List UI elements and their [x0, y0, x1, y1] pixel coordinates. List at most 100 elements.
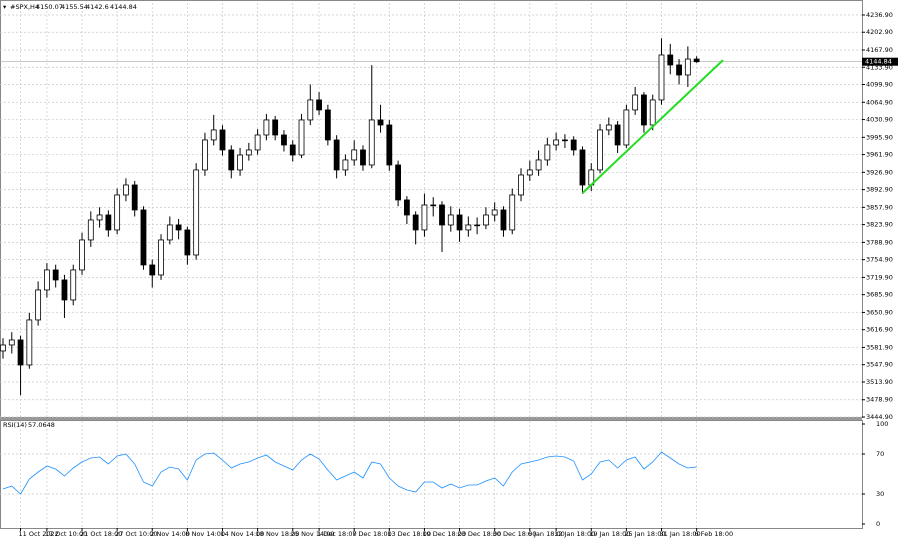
x-tick-label: 1 Dec 18:00	[317, 530, 357, 538]
x-tick-label: 14 Nov 14:00	[221, 530, 265, 538]
y-tick-label: 3547.90	[866, 361, 893, 369]
candle-body	[61, 279, 68, 301]
x-tick-label: 17 Oct 10:00	[45, 530, 87, 538]
x-tick-label: 6 Jan 18:00	[528, 530, 565, 538]
x-tick-label: 8 Nov 14:00	[185, 530, 225, 538]
x-tick-label: 11 Oct 2022	[19, 530, 59, 538]
candle-body	[140, 209, 147, 266]
y-tick-label: 3857.90	[866, 203, 893, 211]
candle-body	[553, 139, 560, 146]
y-tick-label: 3961.90	[866, 151, 893, 159]
candle-body	[403, 199, 410, 216]
y-tick-label: 100	[876, 420, 888, 428]
candle-body	[421, 204, 428, 231]
header-close: 4144.84	[110, 3, 137, 11]
rsi-panel-frame	[0, 420, 863, 529]
y-tick-label: 70	[876, 450, 884, 458]
price-label-box	[862, 57, 898, 66]
candle-body	[395, 164, 402, 201]
x-tick-label: 25 Jan 18:00	[624, 530, 665, 538]
candle-body	[193, 169, 200, 256]
candle-body	[605, 124, 612, 131]
candle-body	[579, 149, 586, 186]
candle-body	[8, 339, 15, 346]
y-tick-label: 30	[876, 490, 884, 498]
candle-body	[342, 159, 349, 171]
candle-body	[316, 99, 322, 111]
y-tick-label: 4064.90	[866, 98, 893, 106]
symbol: #SPX,H4	[10, 3, 39, 11]
candle-body	[123, 184, 129, 196]
candle-body	[658, 54, 665, 101]
y-tick-label: 4030.90	[866, 116, 893, 124]
candle-body	[87, 219, 94, 241]
candle-body	[386, 124, 393, 166]
candle-body	[509, 194, 516, 231]
candle-body	[158, 239, 164, 276]
x-tick-label: 23 Dec 18:00	[458, 530, 502, 538]
candle-body	[0, 344, 6, 352]
price-label: 4144.84	[865, 58, 892, 66]
candle-body	[245, 149, 252, 156]
candle-body	[298, 119, 305, 156]
candle-body	[210, 129, 217, 141]
y-tick-label: 3823.90	[866, 221, 893, 229]
candle-body	[526, 169, 533, 176]
candle-body	[482, 214, 489, 226]
candle-body	[641, 94, 647, 126]
candle-body	[175, 224, 182, 231]
candle-body	[614, 124, 621, 146]
x-tick-label: 19 Dec 18:00	[422, 530, 466, 538]
candle-body	[500, 209, 507, 231]
candle-body	[149, 264, 156, 276]
candle-body	[254, 134, 261, 151]
y-tick-label: 3926.90	[866, 168, 893, 176]
candle-body	[272, 119, 279, 136]
candle-body	[17, 339, 24, 366]
candle-body	[491, 209, 498, 216]
candle-body	[219, 129, 226, 151]
candle-body	[412, 214, 419, 231]
y-tick-label: 0	[876, 520, 880, 528]
candle-body	[44, 269, 50, 291]
candle-body	[184, 229, 191, 256]
trendline	[581, 59, 724, 194]
candle-body	[289, 144, 296, 156]
x-tick-label: 19 Jan 18:00	[589, 530, 630, 538]
y-tick-label: 3513.90	[866, 378, 893, 386]
candle-body	[667, 54, 674, 66]
x-tick-label: 6 Feb 18:00	[695, 530, 734, 538]
y-tick-label: 3788.90	[866, 238, 893, 246]
x-tick-label: 18 Nov 18:00	[256, 530, 300, 538]
candle-body	[368, 119, 375, 166]
candle-body	[114, 194, 121, 231]
candle-body	[456, 214, 463, 231]
candle-body	[360, 149, 366, 166]
candle-body	[26, 319, 33, 366]
y-tick-label: 3478.90	[866, 396, 893, 404]
header-high: 4155.54	[61, 3, 88, 11]
candle-body	[228, 149, 235, 171]
candle-body	[684, 58, 691, 76]
y-tick-label: 3616.90	[866, 326, 893, 334]
candle-body	[70, 269, 77, 301]
candle-body	[649, 99, 656, 126]
x-tick-label: 13 Dec 18:00	[387, 530, 431, 538]
candle-body	[597, 129, 603, 171]
candle-body	[535, 159, 542, 171]
candle-body	[105, 214, 112, 231]
candle-body	[377, 119, 384, 126]
rsi-name: RSI(14)	[3, 421, 27, 429]
candle-body	[676, 64, 682, 76]
candle-body	[693, 58, 700, 63]
candle-body	[518, 174, 524, 196]
y-tick-label: 3719.90	[866, 273, 893, 281]
y-tick-label: 3650.90	[866, 308, 893, 316]
y-tick-label: 4099.90	[866, 81, 893, 89]
x-tick-label: 31 Jan 18:00	[660, 530, 701, 538]
candle-body	[35, 289, 42, 321]
x-tick-label: 27 Oct 10:00	[115, 530, 157, 538]
triangle-icon: ▾	[3, 3, 7, 11]
